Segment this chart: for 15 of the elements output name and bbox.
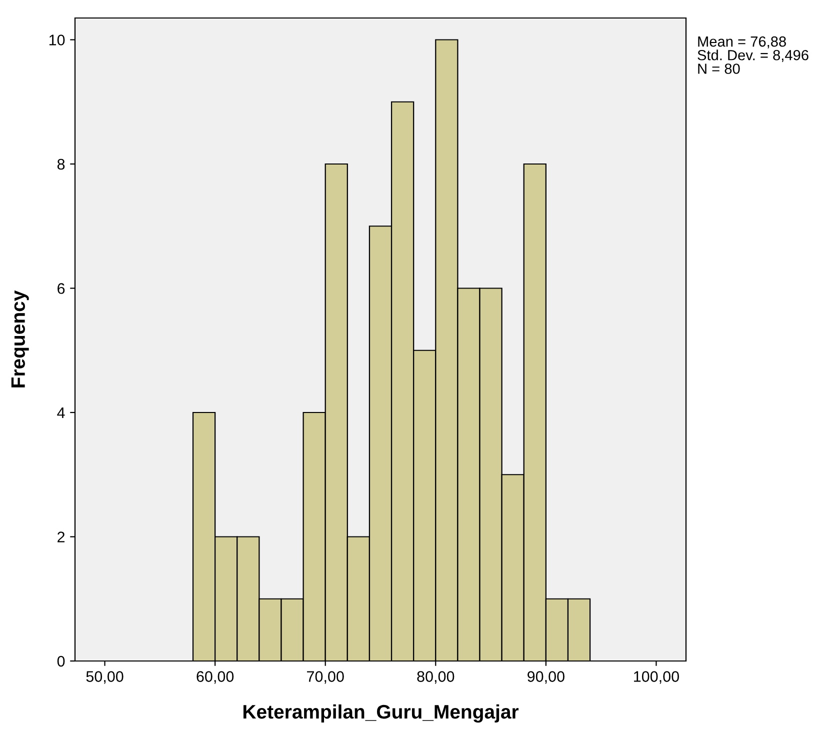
- y-tick-label: 0: [57, 656, 65, 667]
- y-tick-label: 8: [57, 158, 65, 170]
- x-tick-label: 50,00: [86, 671, 124, 684]
- x-tick-label: 70,00: [307, 671, 344, 684]
- y-tick-label: 6: [58, 283, 65, 294]
- x-tick-label: 60,00: [196, 671, 234, 684]
- x-tick-label: 100,00: [634, 671, 679, 684]
- x-axis-title: Keterampilan_Guru_Mengajar: [243, 704, 519, 723]
- y-tick-label: 2: [58, 532, 65, 542]
- y-tick-label: 4: [57, 408, 65, 418]
- x-tick-label: 90,00: [528, 671, 564, 684]
- x-tick-label: 80,00: [417, 671, 454, 684]
- y-axis-title: Frequency: [11, 290, 29, 388]
- y-tick-label: 10: [49, 34, 65, 46]
- text: Mean = 76,88 Std. Dev. = 8,496 N = 80: [698, 36, 808, 74]
